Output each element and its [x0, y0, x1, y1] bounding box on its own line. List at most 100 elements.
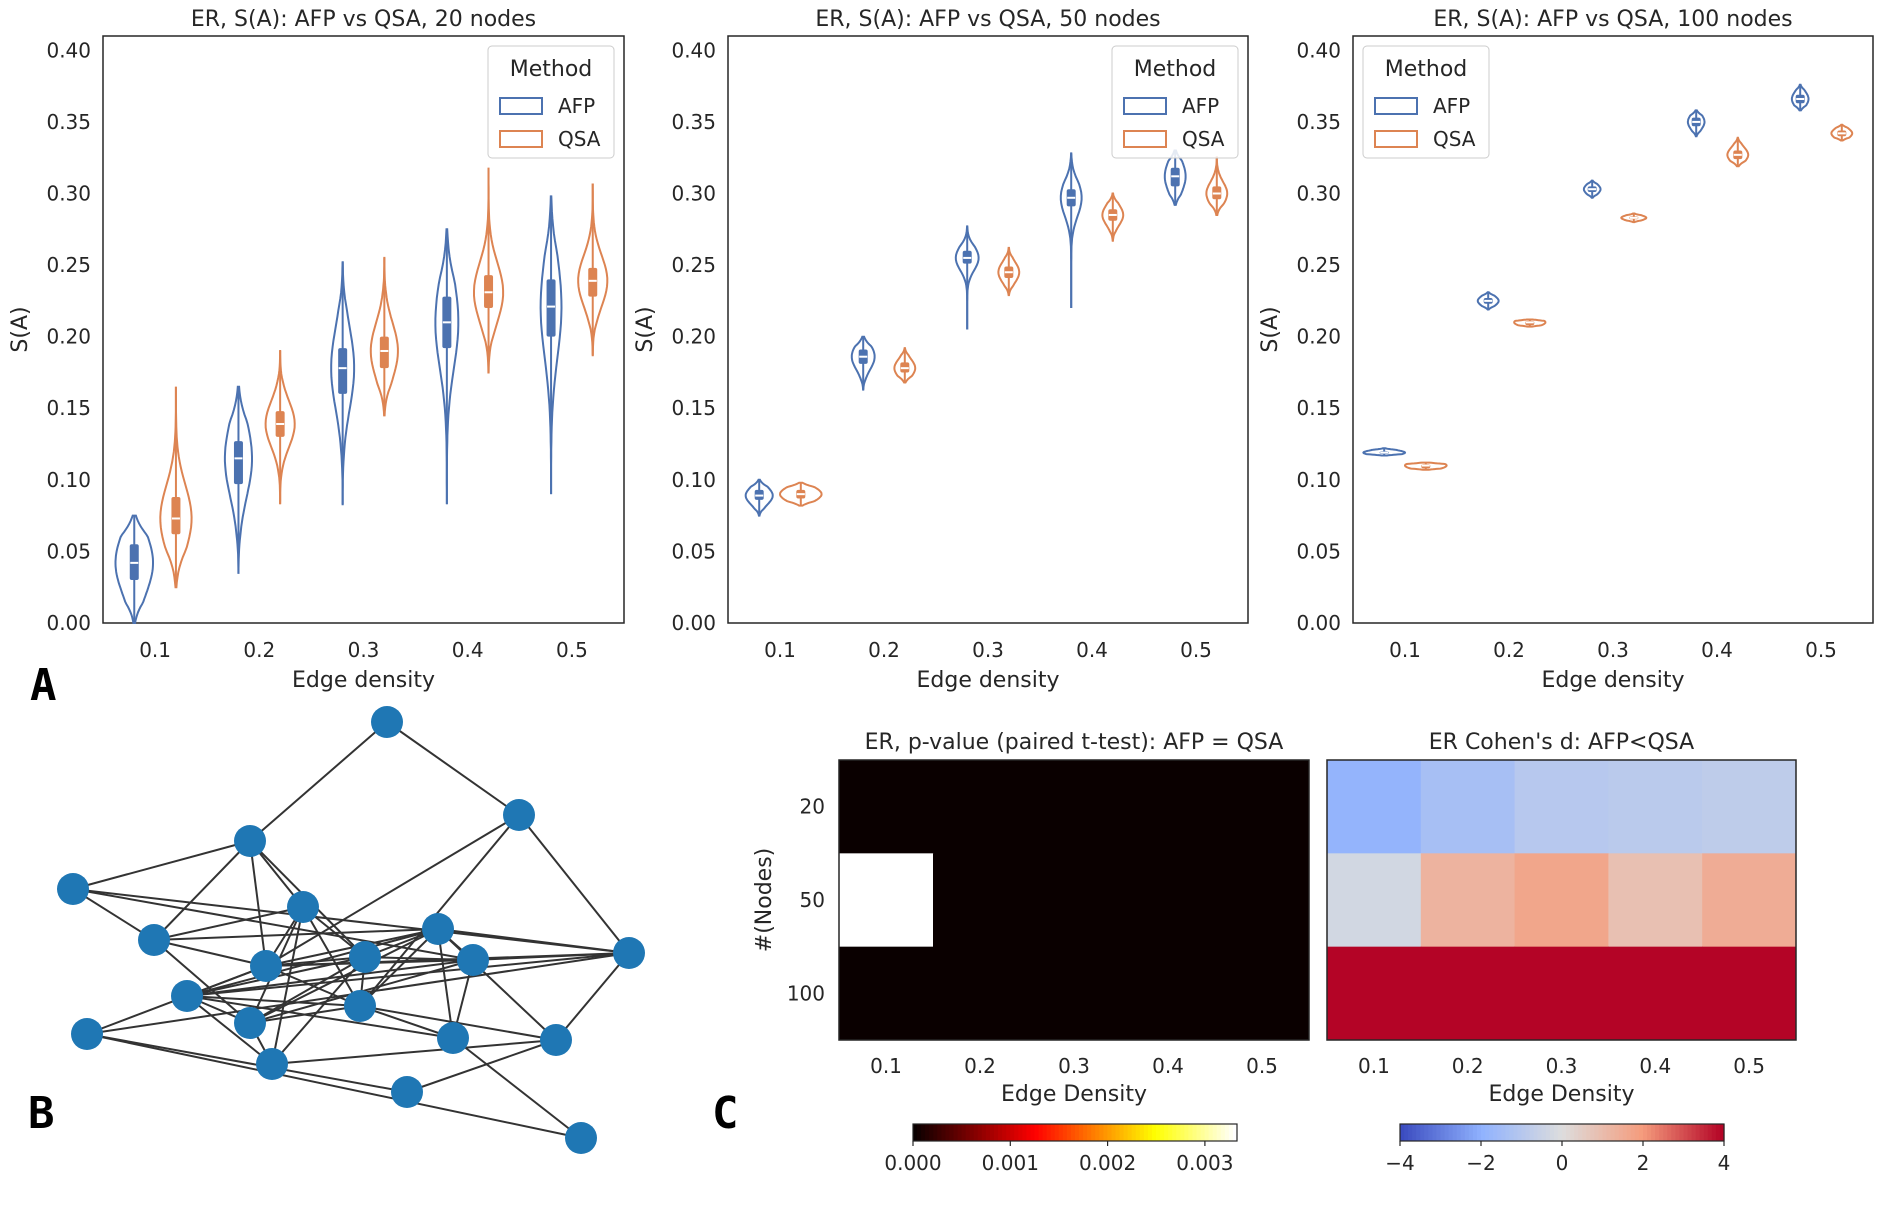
network-edge — [153, 939, 267, 967]
heatmap-cell — [1215, 946, 1310, 1041]
colorbar-segment — [1050, 1124, 1056, 1141]
colorbar-segment — [945, 1124, 951, 1141]
colorbar-segment — [1006, 1124, 1011, 1141]
heatmap-cell — [1420, 946, 1516, 1041]
colorbar-segment — [1091, 1124, 1096, 1141]
colorbar-segment — [1679, 1124, 1685, 1141]
colorbar-segment — [1404, 1124, 1409, 1141]
colorbar-segment — [1602, 1124, 1608, 1141]
chart-title: ER Cohen's d: AFP<QSA — [1429, 730, 1694, 755]
network-edge — [249, 840, 267, 967]
network-edge — [186, 995, 361, 1007]
colorbar-segment — [1606, 1124, 1612, 1141]
network-edge — [406, 1039, 557, 1093]
y-tick-label: 0.40 — [1296, 38, 1341, 62]
y-axis-label: #(Nodes) — [752, 848, 777, 952]
network-edge — [153, 939, 251, 1024]
colorbar-segment — [1651, 1124, 1656, 1141]
heatmap-cell — [1327, 760, 1422, 854]
y-tick-label: 0.15 — [1296, 396, 1341, 420]
legend-swatch-qsa — [1123, 130, 1167, 148]
network-edge — [72, 888, 474, 961]
axes-frame — [838, 759, 1310, 1041]
colorbar-segment — [1452, 1124, 1458, 1141]
heatmap-p-value: 0.1 0.2 0.3 0.4 0.5 20 50 100 #(Nodes) ER, p-valu… — [752, 730, 1310, 1175]
y-tick-label: 0.10 — [1296, 468, 1341, 492]
colorbar-segment — [1408, 1124, 1413, 1141]
heatmap-cell — [1327, 946, 1422, 1041]
network-node — [71, 1018, 103, 1050]
colorbar-segment — [1075, 1124, 1080, 1141]
colorbar-segment — [1481, 1124, 1486, 1141]
heatmap-cell — [1121, 760, 1216, 854]
colorbar-segment — [1010, 1124, 1015, 1141]
heatmap-cell — [933, 946, 1028, 1041]
panel-label-c: C — [712, 1088, 739, 1139]
network-node — [391, 1076, 423, 1108]
colorbar-segment — [1557, 1124, 1563, 1141]
colorbar-segment — [1103, 1124, 1108, 1141]
x-tick-label: 0.1 — [1389, 638, 1421, 662]
x-axis-label: Edge density — [916, 668, 1059, 693]
network-edge — [186, 995, 273, 1065]
y-tick-label: 0.00 — [46, 611, 91, 635]
x-tick-label: 0.3 — [348, 638, 380, 662]
y-tick-label: 0.40 — [671, 38, 716, 62]
heatmap-cell — [1121, 946, 1216, 1041]
y-tick-label: 0.30 — [46, 181, 91, 205]
network-node — [234, 825, 266, 857]
heatmap-cell — [1121, 853, 1216, 948]
heatmap-cell — [1215, 853, 1310, 948]
network-edge — [518, 814, 630, 954]
chart-title: ER, S(A): AFP vs QSA, 50 nodes — [815, 7, 1160, 32]
colorbar-tick-label: 0.000 — [884, 1151, 941, 1175]
colorbar-segment — [1095, 1124, 1100, 1141]
violin-iqr-box — [588, 267, 598, 297]
heatmap-cell — [933, 760, 1028, 854]
colorbar-segment — [1204, 1124, 1210, 1141]
colorbar-segment — [1634, 1124, 1640, 1141]
colorbar-segment — [1131, 1124, 1137, 1141]
axes-frame — [1326, 759, 1797, 1041]
colorbar-segment — [1485, 1124, 1490, 1141]
heatmap-cell — [1702, 760, 1797, 854]
heatmap-cell — [1608, 946, 1703, 1041]
x-tick-label: 0.4 — [1076, 638, 1108, 662]
network-edge — [386, 721, 520, 816]
x-tick-label: 0.4 — [452, 638, 484, 662]
colorbar-segment — [1476, 1124, 1482, 1141]
colorbar-segment — [1699, 1124, 1705, 1141]
x-tick-label: 0.1 — [1358, 1054, 1390, 1078]
colorbar-segment — [1416, 1124, 1421, 1141]
colorbar-segment — [1578, 1124, 1583, 1141]
network-node — [234, 1007, 266, 1039]
colorbar-segment — [1703, 1124, 1709, 1141]
colorbar-segment — [1432, 1124, 1438, 1141]
legend-swatch-afp — [1123, 97, 1167, 115]
network-edge — [265, 814, 520, 967]
legend-label: AFP — [1433, 94, 1470, 118]
colorbar-segment — [1570, 1124, 1575, 1141]
colorbar-segment — [1622, 1124, 1628, 1141]
y-tick-label: 0.15 — [46, 396, 91, 420]
chart-title: ER, S(A): AFP vs QSA, 100 nodes — [1433, 7, 1792, 32]
y-tick-label: 100 — [787, 981, 825, 1005]
violin-iqr-box — [546, 279, 556, 337]
x-tick-label: 0.5 — [556, 638, 588, 662]
colorbar-segment — [1046, 1124, 1052, 1141]
colorbar-segment — [1147, 1124, 1153, 1141]
network-node — [344, 990, 376, 1022]
colorbar-segment — [1208, 1124, 1214, 1141]
heatmap-cell — [839, 760, 934, 854]
colorbar-segment — [1545, 1124, 1551, 1141]
legend-label: QSA — [1433, 127, 1476, 151]
x-tick-label: 0.1 — [764, 638, 796, 662]
colorbar-segment — [1232, 1124, 1238, 1141]
heatmap-cell — [1702, 946, 1797, 1041]
colorbar-segment — [1521, 1124, 1527, 1141]
network-edge — [186, 959, 474, 997]
network-edge — [72, 840, 251, 890]
legend-label: QSA — [1182, 127, 1225, 151]
colorbar-segment — [1468, 1124, 1474, 1141]
colorbar-segment — [933, 1124, 938, 1141]
